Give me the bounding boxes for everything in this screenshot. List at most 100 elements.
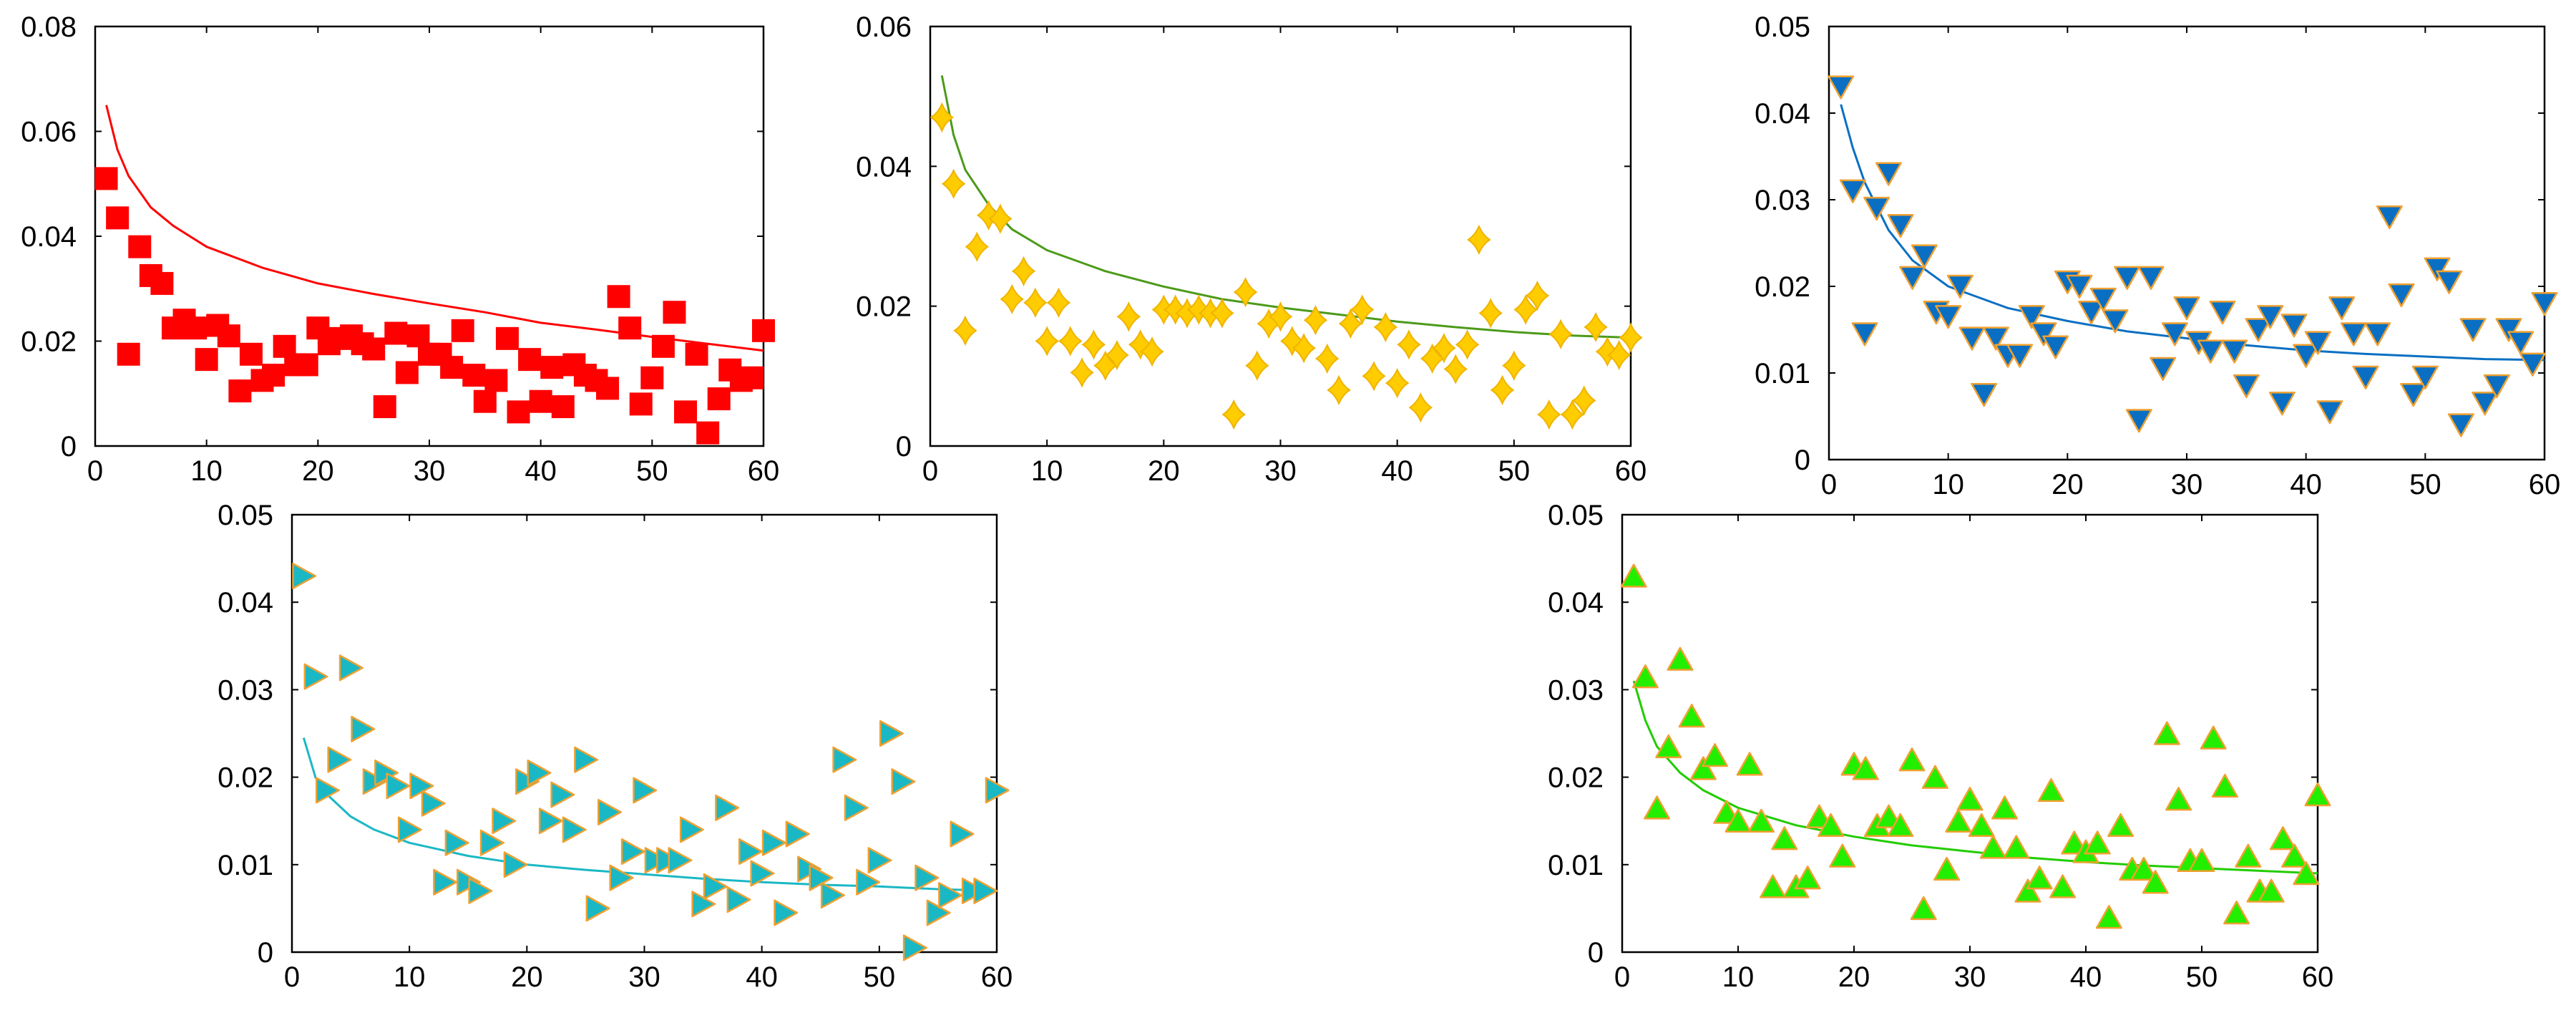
y-tick-label: 0.02 (1548, 762, 1604, 794)
data-point (663, 301, 686, 324)
data-point (1478, 298, 1503, 329)
data-point (1620, 563, 1647, 588)
x-tick-label: 10 (394, 961, 426, 993)
data-point (1081, 329, 1106, 360)
data-point (726, 886, 751, 913)
data-point (2209, 301, 2236, 325)
data-point (2483, 374, 2510, 399)
data-point (1502, 350, 1526, 381)
chart-panel-bottom-left: 0 10 20 30 40 50 60 0 0.01 0.02 0.03 0.04 0.05 (218, 500, 1013, 993)
data-point (1724, 808, 1752, 833)
data-point (1655, 734, 1682, 759)
data-point (629, 392, 653, 416)
data-point (1946, 274, 1974, 299)
data-point (914, 864, 940, 891)
data-point (2137, 266, 2165, 290)
data-point (303, 663, 328, 690)
data-point (820, 882, 845, 909)
data-point (2107, 813, 2135, 838)
data-point (1525, 280, 1550, 311)
data-point (94, 167, 118, 190)
data-point (507, 400, 530, 424)
data-point (1536, 399, 1561, 430)
data-point (715, 794, 740, 821)
data-point (1584, 311, 1608, 343)
data-point (384, 321, 408, 345)
data-point (1303, 304, 1328, 336)
data-point (2078, 301, 2105, 325)
data-point (2211, 773, 2238, 798)
data-point (2026, 866, 2053, 890)
x-tick-label: 60 (2302, 961, 2334, 993)
data-point (1933, 856, 1961, 881)
data-point (891, 768, 916, 795)
data-point (1292, 332, 1316, 364)
y-tick-label: 0.06 (21, 117, 77, 148)
data-point (973, 877, 998, 904)
data-point (2130, 856, 2157, 881)
data-point (1631, 664, 1659, 689)
data-point (1667, 646, 1694, 671)
data-point (2061, 830, 2088, 855)
data-point (2235, 843, 2262, 868)
data-point (1046, 287, 1071, 319)
data-point (2281, 843, 2308, 868)
data-point (2165, 787, 2192, 811)
data-point (2293, 861, 2320, 886)
data-point (2150, 357, 2177, 381)
data-point (2400, 383, 2427, 407)
data-point (529, 389, 552, 413)
data-point (433, 868, 458, 896)
data-point (562, 816, 587, 843)
data-point (2304, 782, 2331, 807)
data-point (679, 816, 704, 843)
data-point (574, 746, 599, 773)
data-point (1327, 374, 1351, 406)
data-point (785, 820, 810, 848)
data-point (774, 899, 799, 926)
x-tick-label: 10 (1722, 961, 1755, 993)
y-tick-label: 0 (1795, 445, 1810, 476)
data-point (468, 877, 493, 904)
data-point (609, 864, 634, 891)
data-point (2316, 400, 2343, 425)
data-point (1280, 326, 1304, 357)
data-point (1829, 843, 1856, 868)
data-point (1397, 329, 1421, 360)
x-tick-label: 40 (1381, 455, 1413, 487)
data-point (685, 342, 708, 366)
data-point (2095, 905, 2122, 929)
data-point (1070, 357, 1094, 388)
y-tick-label: 0.01 (218, 850, 273, 881)
data-point (2447, 413, 2474, 437)
data-point (1982, 326, 2009, 351)
y-tick-label: 0.02 (1755, 271, 1810, 303)
data-point (503, 851, 528, 878)
fit-curve (940, 75, 1631, 339)
data-point (128, 235, 152, 258)
data-point (538, 808, 563, 835)
data-point (640, 366, 664, 389)
data-point (1852, 756, 1879, 780)
data-point (2268, 392, 2296, 416)
x-tick-label: 30 (1954, 961, 1986, 993)
data-point (2293, 344, 2320, 368)
data-point (1851, 322, 1878, 346)
data-point (217, 324, 240, 348)
x-tick-label: 30 (2171, 469, 2203, 500)
data-point (2233, 374, 2260, 399)
data-point (1245, 350, 1269, 381)
data-point (2472, 392, 2499, 416)
data-point (1898, 747, 1926, 772)
data-point (1747, 808, 1775, 833)
y-tick-label: 0.04 (1755, 98, 1810, 130)
x-tick-label: 20 (2051, 469, 2084, 500)
data-point (2084, 830, 2111, 855)
data-point (195, 348, 218, 372)
data-point (2519, 352, 2546, 377)
x-tick-label: 30 (414, 455, 446, 487)
data-point (444, 829, 469, 856)
x-tick-label: 0 (87, 455, 103, 487)
data-point (1713, 800, 1740, 824)
data-point (1606, 339, 1631, 371)
